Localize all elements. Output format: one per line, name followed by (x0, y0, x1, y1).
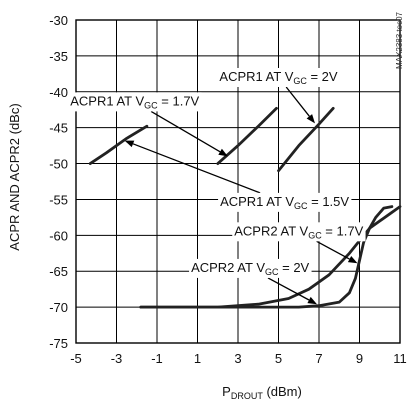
annotation-box (232, 222, 366, 242)
annotation-box (218, 192, 352, 212)
annotation-box (189, 258, 312, 278)
plot-frame (75, 19, 401, 344)
arrowhead (218, 148, 228, 157)
annotation-box (68, 92, 202, 112)
y-tick-label: -55 (49, 192, 68, 207)
x-tick-label: 11 (393, 351, 407, 366)
annotation-leader (132, 143, 261, 194)
annotation-label: ACPR1 AT VGC = 2V (219, 69, 337, 86)
annotation-label: ACPR2 AT VGC = 1.7V (234, 223, 363, 240)
annotations: ACPR1 AT VGC = 2V ACPR1 AT VGC = 1.7V ACPR… (68, 67, 366, 305)
y-tick-label: -70 (49, 300, 68, 315)
annotation: ACPR2 AT VGC = 2V (189, 258, 317, 305)
x-tick-label: -3 (111, 351, 123, 366)
curves (88, 106, 402, 309)
y-tick-label: -60 (49, 228, 68, 243)
figure-id: MAX2383 toc07 (395, 11, 404, 68)
x-tick-label: 7 (315, 351, 322, 366)
arrowhead (124, 140, 135, 148)
x-tick-label: 5 (275, 351, 282, 366)
annotation: ACPR2 AT VGC = 1.7V (232, 222, 366, 264)
y-tick-label: -30 (49, 13, 68, 28)
y-tick-label: -50 (49, 157, 68, 172)
tick-labels: -5 -3 -1 1 3 5 7 9 11 -30 -35 -40 -45 -50 -55 -60 -65 -70… (49, 13, 407, 366)
series-line (139, 205, 394, 309)
annotation-leader (285, 86, 310, 117)
x-tick-label: 1 (194, 351, 201, 366)
x-tick-label: 9 (356, 351, 363, 366)
annotation-leader (316, 240, 350, 260)
arrowhead (306, 114, 315, 124)
annotation-leader (150, 110, 221, 153)
annotation-leader (267, 277, 310, 301)
series-line (139, 205, 402, 309)
y-tick-label: -75 (49, 336, 68, 351)
annotation-label: ACPR2 AT VGC = 2V (191, 260, 309, 277)
x-tick-label: 3 (234, 351, 241, 366)
series-line (277, 106, 335, 173)
y-tick-label: -40 (49, 85, 68, 100)
y-tick-label: -35 (49, 49, 68, 64)
annotation: ACPR1 AT VGC = 2V (217, 67, 340, 124)
y-axis-label: ACPR AND ACPR2 (dBc) (7, 103, 22, 250)
arrowhead (307, 296, 317, 305)
x-axis-label: PDROUT (dBm) (222, 384, 302, 401)
arrowhead (347, 256, 358, 264)
annotation: ACPR1 AT VGC = 1.5V (124, 140, 352, 212)
y-tick-label: -65 (49, 264, 68, 279)
series-line (88, 124, 149, 165)
x-tick-label: -1 (151, 351, 163, 366)
series-line (216, 106, 278, 165)
annotation-box (217, 67, 340, 87)
annotation-label: ACPR1 AT VGC = 1.5V (220, 194, 349, 211)
x-tick-label: -5 (70, 351, 82, 366)
y-tick-label: -45 (49, 121, 68, 136)
annotation: ACPR1 AT VGC = 1.7V (68, 92, 228, 157)
annotation-label: ACPR1 AT VGC = 1.7V (70, 93, 199, 110)
